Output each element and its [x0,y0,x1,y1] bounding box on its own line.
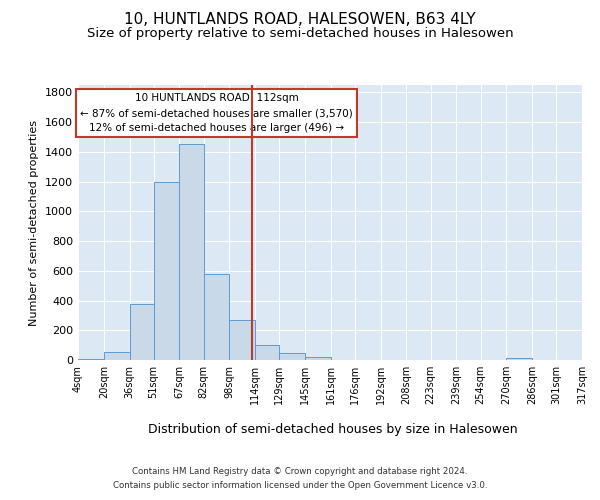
Text: Distribution of semi-detached houses by size in Halesowen: Distribution of semi-detached houses by … [148,422,518,436]
Bar [305,357,331,360]
Bar [154,182,179,360]
Text: Size of property relative to semi-detached houses in Halesowen: Size of property relative to semi-detach… [86,28,514,40]
Bar [229,320,255,360]
Bar [506,358,532,360]
Bar [104,352,130,360]
Bar [255,345,279,360]
Bar [179,144,203,360]
Text: Contains HM Land Registry data © Crown copyright and database right 2024.: Contains HM Land Registry data © Crown c… [132,468,468,476]
Bar [203,274,229,360]
Bar [279,354,305,360]
Y-axis label: Number of semi-detached properties: Number of semi-detached properties [29,120,40,326]
Bar [130,304,154,360]
Text: Contains public sector information licensed under the Open Government Licence v3: Contains public sector information licen… [113,481,487,490]
Bar [78,358,104,360]
Text: 10 HUNTLANDS ROAD: 112sqm
← 87% of semi-detached houses are smaller (3,570)
12% : 10 HUNTLANDS ROAD: 112sqm ← 87% of semi-… [80,93,353,133]
Text: 10, HUNTLANDS ROAD, HALESOWEN, B63 4LY: 10, HUNTLANDS ROAD, HALESOWEN, B63 4LY [124,12,476,28]
